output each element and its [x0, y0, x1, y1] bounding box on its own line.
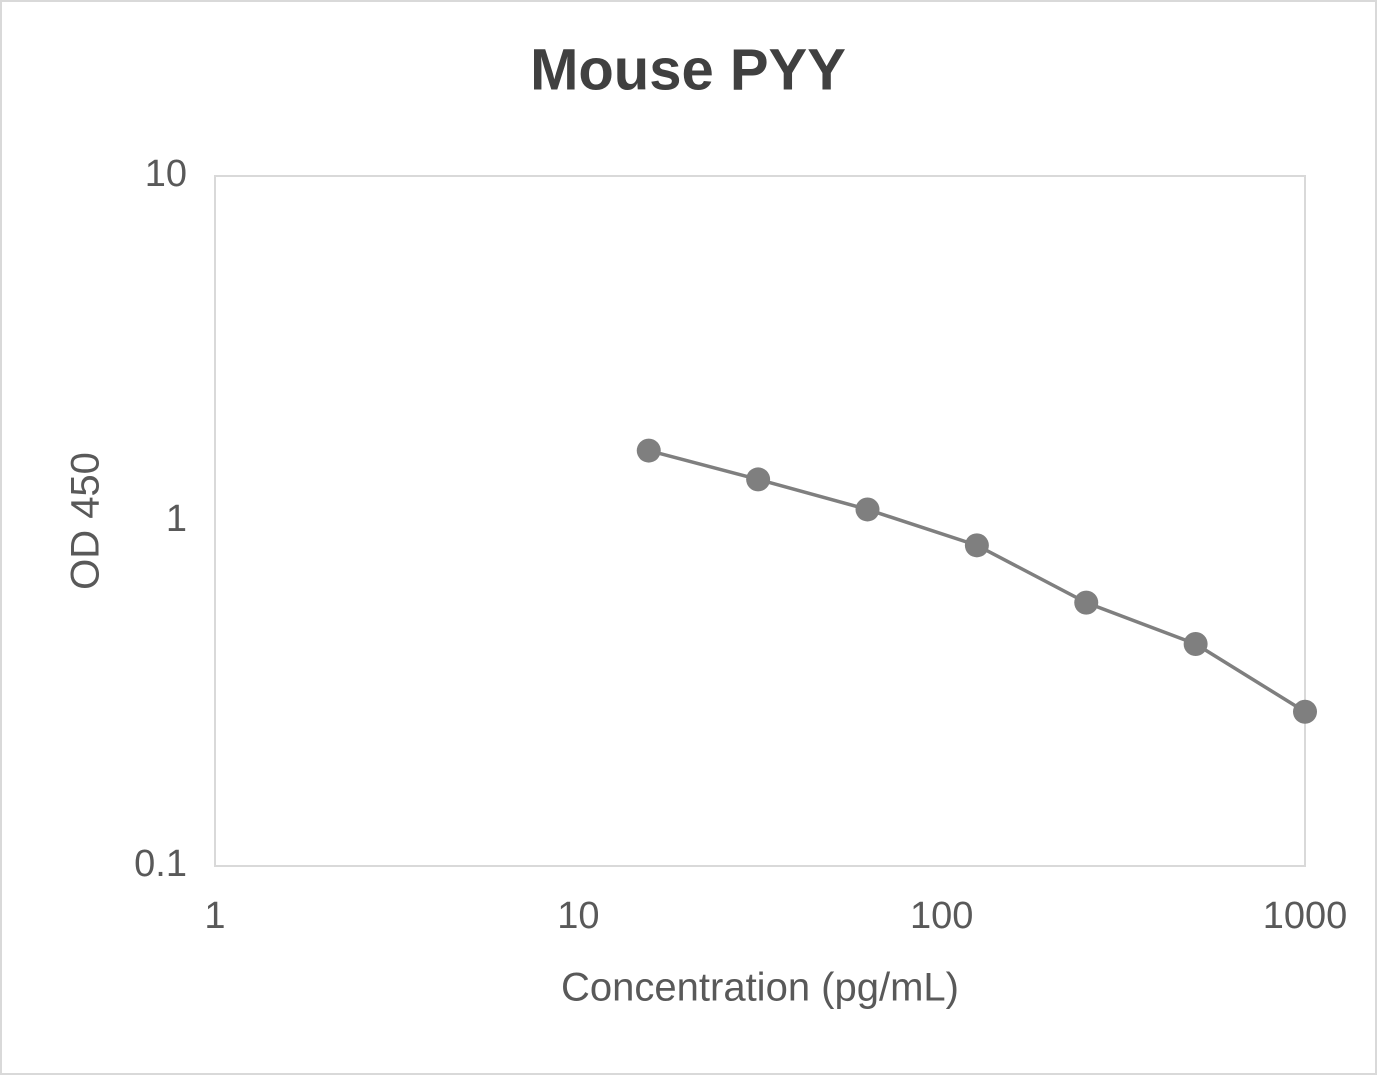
y-tick-label: 1 [166, 498, 187, 540]
data-point [1293, 699, 1317, 724]
data-point [1183, 632, 1208, 657]
y-tick-label: 10 [145, 153, 187, 195]
data-point [746, 467, 771, 492]
x-tick-label: 1 [204, 895, 225, 937]
x-tick-label: 100 [910, 895, 973, 937]
plot-area [214, 175, 1306, 867]
x-tick-label: 1000 [1263, 895, 1348, 937]
x-tick-label: 10 [557, 895, 599, 937]
data-point [855, 497, 880, 522]
data-point [964, 533, 989, 558]
x-axis-label: Concentration (pg/mL) [561, 966, 959, 1010]
y-axis-label: OD 450 [64, 452, 108, 590]
data-point [636, 438, 661, 463]
chart-title: Mouse PYY [530, 37, 846, 102]
y-tick-label: 0.1 [134, 843, 187, 885]
data-point [1074, 590, 1099, 615]
